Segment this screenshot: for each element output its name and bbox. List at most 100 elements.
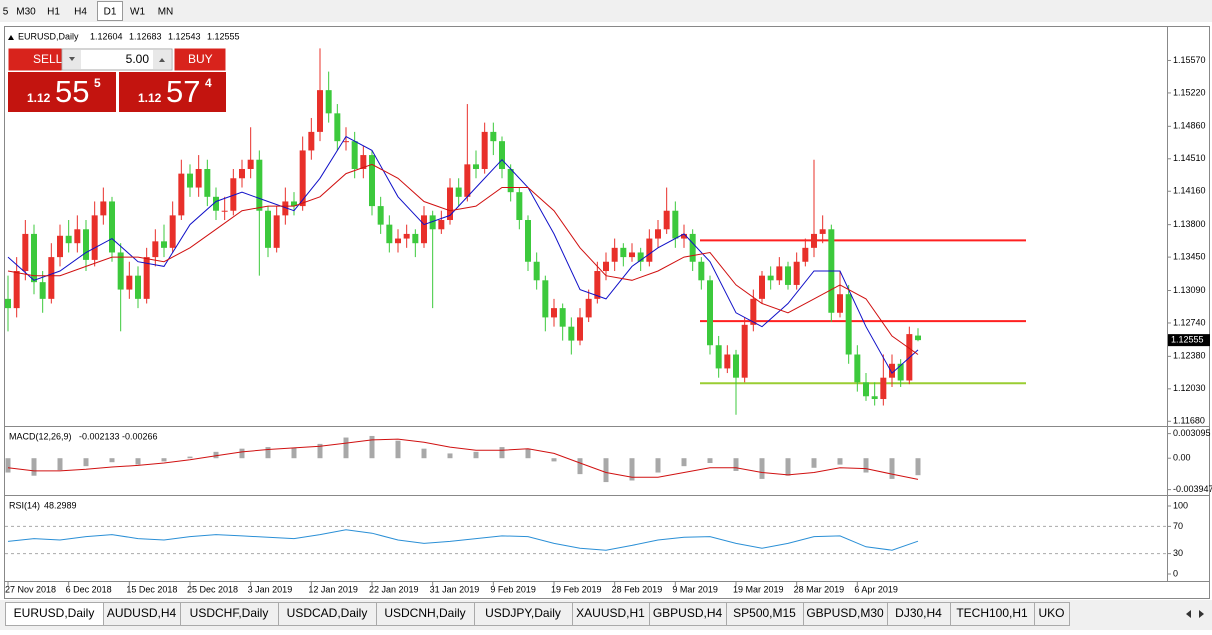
macd-bar — [603, 458, 609, 483]
candle-body — [265, 210, 271, 248]
macd-bar — [733, 458, 739, 471]
candle-body — [412, 233, 419, 244]
ask-fraction: 4 — [205, 76, 212, 90]
bid-box[interactable] — [8, 72, 116, 112]
candle-body — [594, 271, 601, 299]
x-tick-label: 28 Feb 2019 — [612, 584, 663, 594]
candle-body — [325, 90, 332, 114]
signal-value: -0.00266 — [122, 431, 158, 441]
candle-body — [759, 275, 765, 299]
timeframe-button[interactable]: MN — [158, 7, 174, 18]
candle-body — [273, 215, 280, 248]
scroll-left[interactable] — [1186, 610, 1191, 618]
candle-body — [386, 224, 393, 244]
down-arrow — [69, 57, 75, 61]
active-timeframe — [97, 1, 123, 21]
x-tick-label: 15 Dec 2018 — [126, 584, 177, 594]
candle-body — [637, 252, 644, 262]
candle-body — [13, 271, 20, 309]
candle-body — [603, 261, 609, 272]
macd-bar — [889, 458, 895, 479]
tab-label: USDCAD,Daily — [287, 606, 368, 620]
candle-body — [343, 141, 349, 143]
candle-body — [577, 317, 583, 341]
ask-box[interactable] — [119, 72, 226, 112]
y-tick-label: 1.15570 — [1173, 55, 1206, 65]
scroll-right[interactable] — [1199, 610, 1204, 618]
tab: USDCAD,Daily — [278, 602, 377, 626]
up-arrow — [159, 58, 165, 62]
candle-body — [646, 238, 653, 262]
timeframe-button[interactable]: H4 — [74, 7, 87, 18]
y-tick-label: 1.13800 — [1173, 219, 1206, 229]
candle-body — [715, 345, 722, 369]
chart-frame — [4, 26, 1210, 599]
candle-body — [681, 233, 687, 239]
timeframe-button[interactable]: W1 — [130, 7, 145, 18]
candle-body — [611, 247, 618, 262]
tab: USDCNH,Daily — [376, 602, 475, 626]
candle-body — [239, 168, 245, 179]
candle-body — [811, 233, 817, 248]
buy-label: BUY — [188, 52, 213, 66]
macd-bar — [785, 458, 791, 476]
macd-bar — [863, 458, 869, 473]
y-tick-label: 1.13090 — [1173, 285, 1206, 295]
y-tick-label: 70 — [1173, 521, 1183, 531]
candle-body — [802, 247, 809, 262]
timeframe-button[interactable]: M30 — [16, 7, 36, 18]
macd-bar — [5, 458, 11, 473]
macd-bar — [551, 458, 557, 462]
candle-body — [473, 164, 479, 169]
tab: GBPUSD,H4 — [649, 602, 727, 626]
x-tick-label: 22 Jan 2019 — [369, 584, 419, 594]
timeframe-button[interactable]: 5 — [3, 7, 9, 18]
lot-input[interactable] — [61, 48, 173, 71]
timeframe-button[interactable]: D1 — [104, 7, 117, 18]
macd-bar — [473, 451, 479, 459]
candle-body — [837, 294, 843, 313]
buy-button[interactable] — [173, 47, 227, 72]
macd-bar — [811, 458, 817, 468]
candle-body — [195, 168, 202, 188]
candle-body — [447, 187, 453, 221]
tab-button[interactable] — [1034, 602, 1070, 626]
candle-body — [516, 192, 523, 221]
tab-label: USDCHF,Daily — [190, 606, 269, 620]
collapse-icon[interactable] — [8, 35, 14, 40]
candle-body — [750, 298, 757, 325]
moving-average — [7, 163, 919, 355]
candle-body — [247, 159, 254, 169]
bid-big-figure: 1.12 — [27, 91, 51, 105]
macd-bar — [369, 435, 375, 459]
candle-body — [65, 235, 72, 244]
tab-label: DJ30,H4 — [895, 606, 942, 620]
candle-body — [421, 215, 427, 244]
x-tick-label: 19 Feb 2019 — [551, 584, 602, 594]
toolbar — [0, 0, 1212, 22]
tab: UKO — [1034, 602, 1070, 626]
candle-body — [525, 220, 531, 262]
candle-body — [74, 229, 81, 244]
candle-body — [819, 229, 826, 234]
x-tick-label: 9 Feb 2019 — [490, 584, 536, 594]
candle-body — [663, 210, 670, 230]
candle-body — [767, 275, 774, 281]
candle-body — [629, 252, 635, 258]
tab: XAUUSD,H1 — [572, 602, 650, 626]
scroll-arrows[interactable] — [1178, 603, 1210, 625]
macd-bar — [655, 458, 661, 473]
tab: USDCHF,Daily — [180, 602, 279, 626]
macd-bar — [707, 458, 713, 463]
candle-body — [187, 173, 193, 188]
candle-body — [551, 308, 557, 318]
tab: AUDUSD,H4 — [103, 602, 181, 626]
timeframe-button[interactable]: H1 — [47, 7, 60, 18]
tab-label: USDJPY,Daily — [485, 606, 561, 620]
y-tick-label: 1.13450 — [1173, 251, 1206, 261]
x-tick-label: 28 Mar 2019 — [794, 584, 845, 594]
x-tick-label: 6 Dec 2018 — [66, 584, 112, 594]
candle-body — [230, 178, 237, 211]
x-tick-label: 27 Nov 2018 — [5, 584, 56, 594]
